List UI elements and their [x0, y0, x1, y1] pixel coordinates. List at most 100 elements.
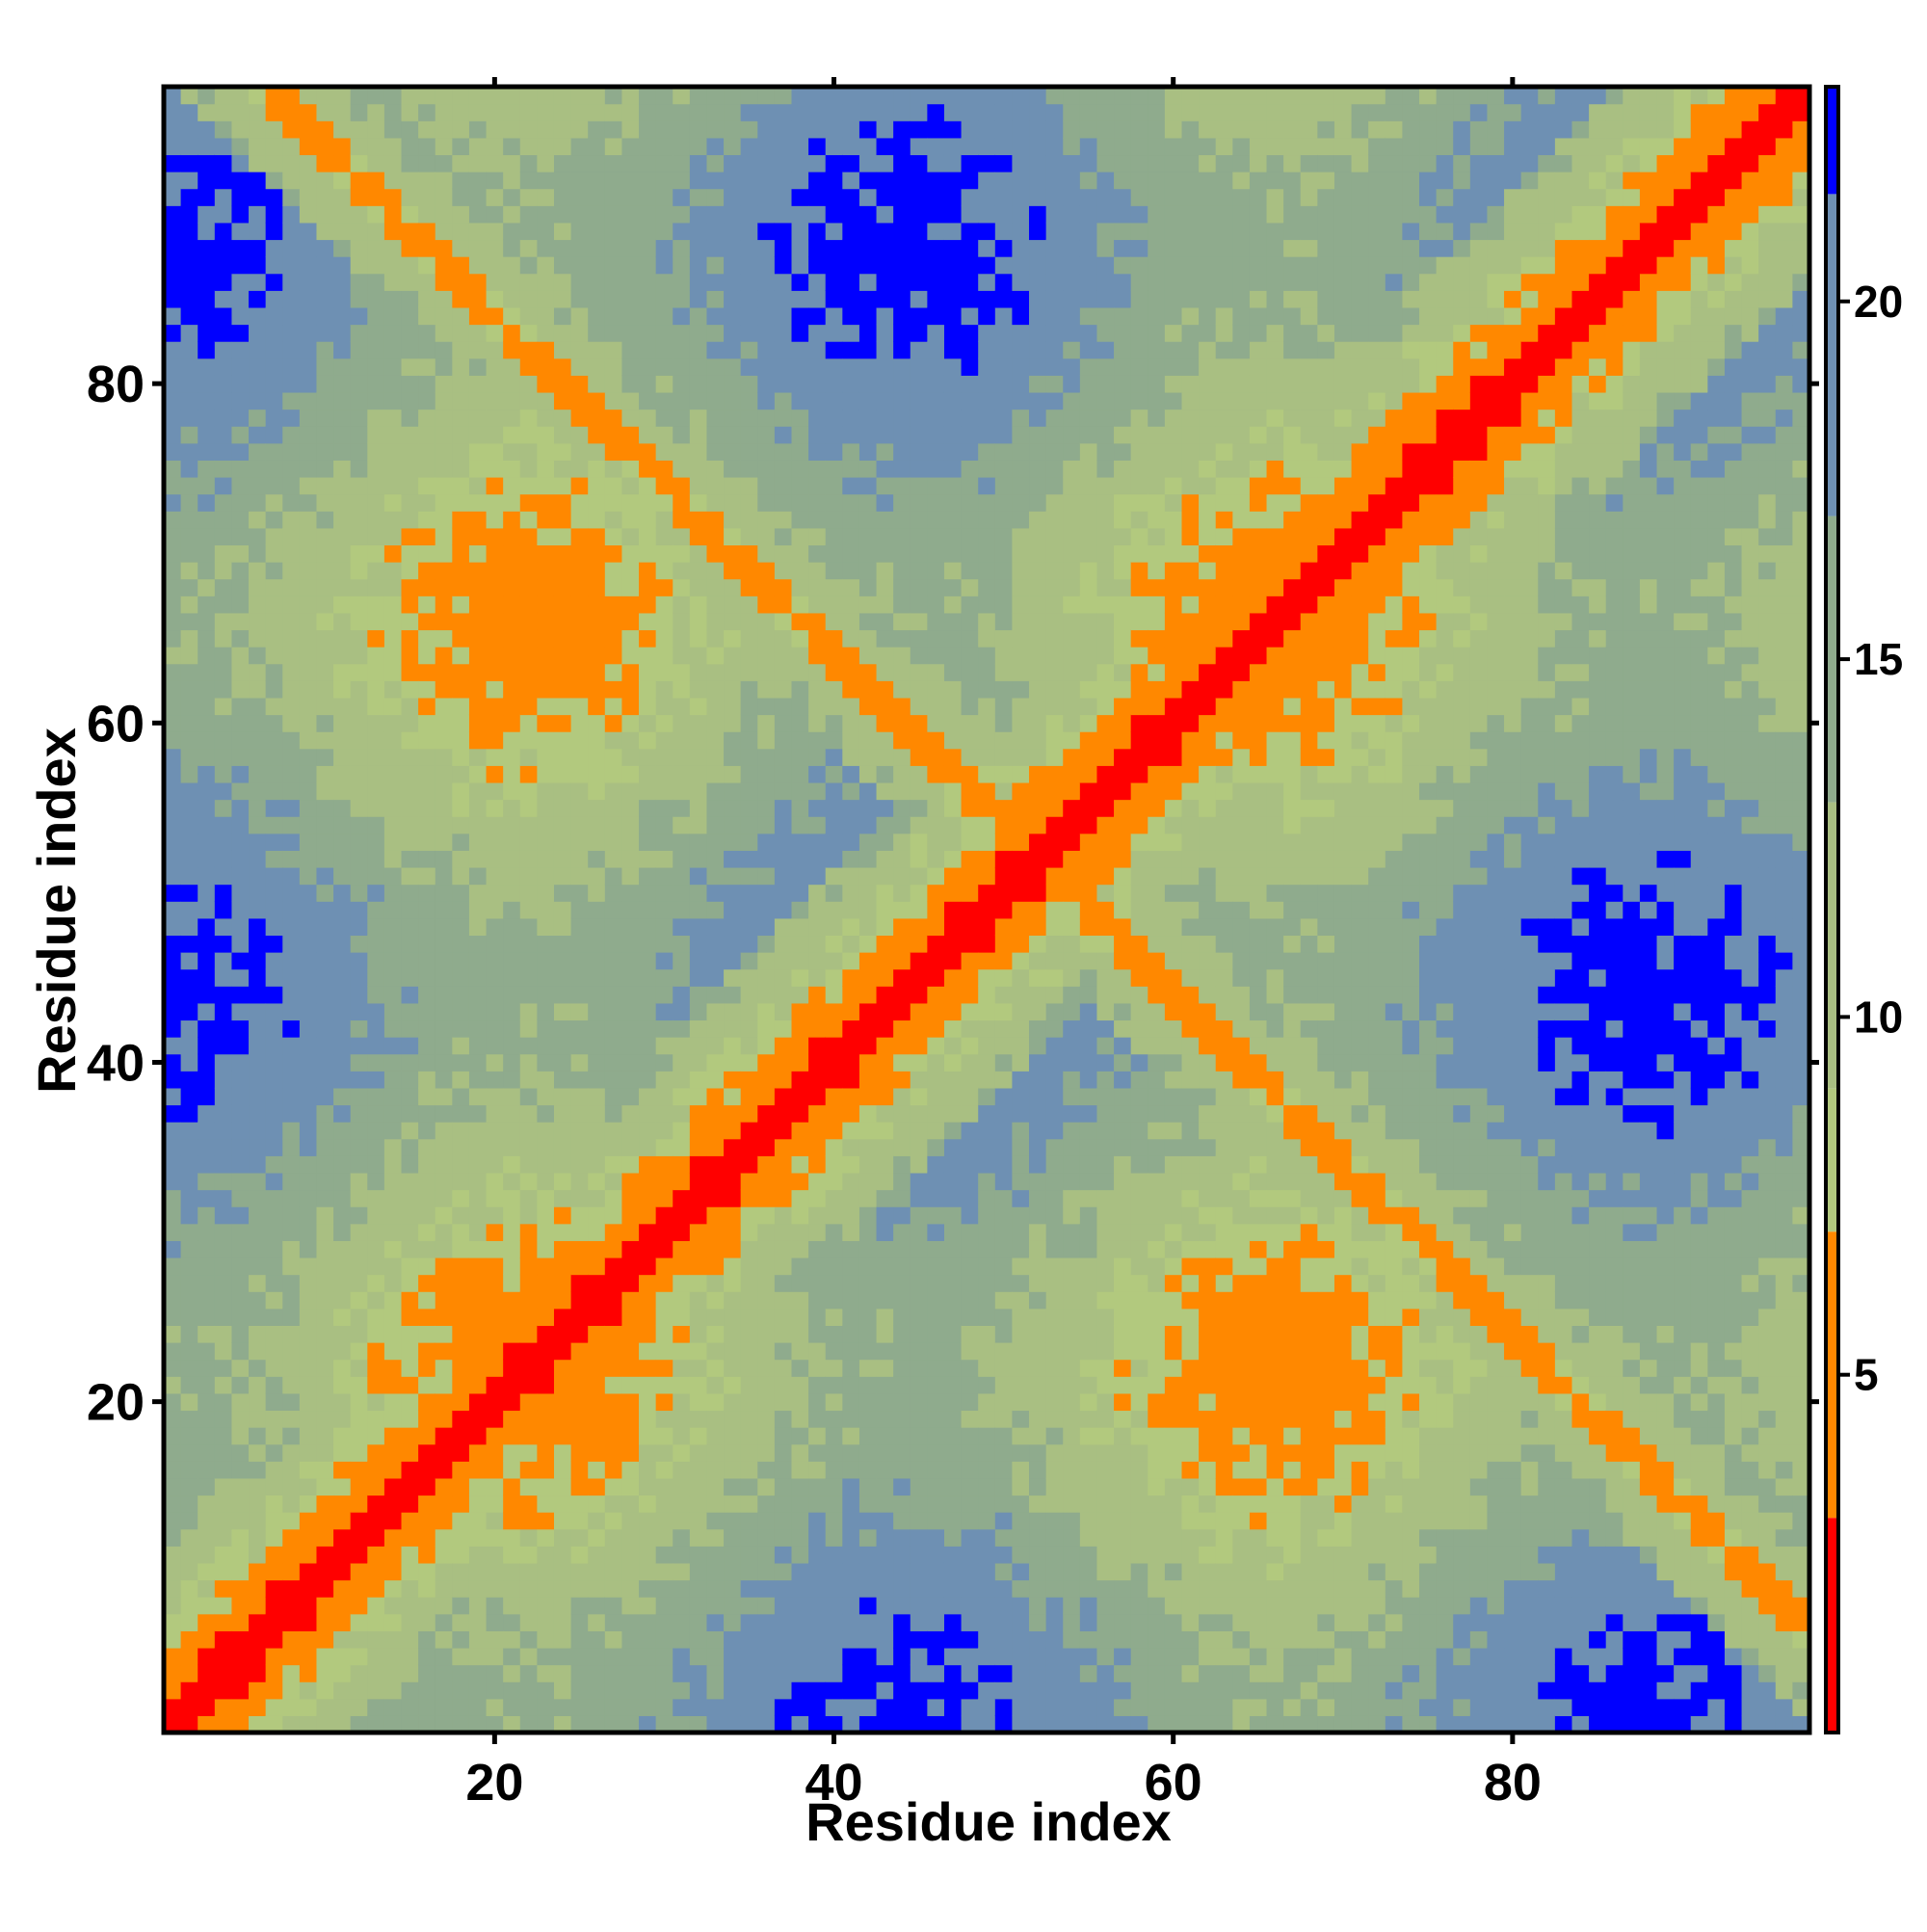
- heatmap-cell: [639, 1138, 657, 1156]
- heatmap-cell: [198, 1477, 216, 1496]
- heatmap-cell: [588, 1443, 606, 1462]
- heatmap-cell: [588, 544, 606, 563]
- heatmap-cell: [537, 1342, 555, 1361]
- heatmap-cell: [808, 442, 827, 461]
- heatmap-cell: [333, 1325, 352, 1343]
- heatmap-cell: [198, 172, 216, 190]
- heatmap-cell: [943, 1155, 963, 1174]
- heatmap-cell: [418, 680, 436, 699]
- heatmap-cell: [249, 188, 267, 206]
- heatmap-cell: [1029, 1546, 1047, 1564]
- heatmap-cell: [994, 1053, 1014, 1072]
- heatmap-cell: [180, 884, 198, 902]
- heatmap-cell: [282, 562, 301, 580]
- heatmap-cell: [588, 273, 606, 291]
- heatmap-cell: [927, 647, 945, 665]
- heatmap-cell: [808, 1189, 827, 1207]
- heatmap-cell: [180, 986, 198, 1004]
- heatmap-cell: [282, 629, 301, 648]
- heatmap-cell: [350, 1172, 368, 1191]
- heatmap-cell: [757, 1562, 776, 1581]
- heatmap-cell: [774, 816, 793, 834]
- heatmap-cell: [961, 511, 979, 529]
- heatmap-cell: [791, 239, 809, 257]
- heatmap-cell: [1029, 952, 1047, 970]
- heatmap-cell: [198, 663, 216, 681]
- heatmap-cell: [588, 680, 606, 699]
- heatmap-cell: [876, 731, 894, 750]
- heatmap-cell: [367, 409, 385, 427]
- heatmap-cell: [621, 442, 640, 461]
- heatmap-cell: [198, 1189, 216, 1207]
- heatmap-cell: [486, 1274, 504, 1292]
- heatmap-cell: [570, 1342, 589, 1361]
- heatmap-cell: [994, 1019, 1014, 1038]
- heatmap-cell: [943, 357, 963, 376]
- heatmap-cell: [825, 578, 843, 596]
- heatmap-cell: [537, 341, 555, 359]
- heatmap-cell: [519, 1546, 538, 1564]
- heatmap-cell: [198, 1138, 216, 1156]
- heatmap-cell: [639, 409, 657, 427]
- heatmap-cell: [943, 188, 963, 206]
- heatmap-cell: [757, 562, 776, 580]
- heatmap-cell: [706, 1240, 725, 1258]
- heatmap-cell: [604, 1002, 623, 1021]
- heatmap-cell: [1012, 697, 1030, 716]
- heatmap-cell: [282, 1546, 301, 1564]
- heatmap-cell: [164, 1528, 182, 1547]
- heatmap-cell: [588, 442, 606, 461]
- heatmap-cell: [604, 306, 623, 326]
- heatmap-cell: [791, 850, 809, 868]
- heatmap-cell: [791, 544, 809, 563]
- heatmap-cell: [825, 1698, 843, 1716]
- heatmap-cell: [486, 986, 504, 1004]
- heatmap-cell: [383, 1342, 403, 1361]
- heatmap-cell: [214, 476, 233, 495]
- heatmap-cell: [808, 1579, 827, 1598]
- heatmap-cell: [452, 1104, 470, 1123]
- heatmap-cell: [503, 460, 521, 478]
- heatmap-cell: [893, 1495, 911, 1513]
- heatmap-cell: [282, 731, 301, 750]
- heatmap-cell: [231, 1461, 250, 1479]
- heatmap-cell: [673, 1053, 691, 1072]
- heatmap-cell: [893, 1461, 911, 1479]
- heatmap-cell: [333, 103, 352, 121]
- heatmap-cell: [961, 1087, 979, 1106]
- heatmap-cell: [655, 680, 673, 699]
- heatmap-cell: [961, 1528, 979, 1547]
- heatmap-cell: [316, 1376, 334, 1394]
- heatmap-cell: [249, 1546, 267, 1564]
- heatmap-cell: [961, 324, 979, 342]
- heatmap-cell: [249, 816, 267, 834]
- heatmap-cell: [231, 391, 250, 410]
- heatmap-cell: [282, 1630, 301, 1649]
- heatmap-cell: [961, 476, 979, 495]
- heatmap-cell: [316, 239, 334, 257]
- heatmap-cell: [519, 493, 538, 512]
- heatmap-cell: [537, 1630, 555, 1649]
- heatmap-cell: [655, 103, 673, 121]
- heatmap-cell: [164, 1104, 182, 1123]
- heatmap-cell: [198, 935, 216, 953]
- heatmap-cell: [265, 1138, 283, 1156]
- heatmap-cell: [655, 1630, 673, 1649]
- heatmap-cell: [367, 137, 385, 156]
- heatmap-cell: [774, 917, 793, 937]
- heatmap-cell: [1029, 1427, 1047, 1445]
- heatmap-cell: [655, 1715, 673, 1734]
- heatmap-cell: [570, 748, 589, 766]
- heatmap-cell: [435, 917, 453, 937]
- heatmap-cell: [367, 527, 385, 546]
- heatmap-cell: [1029, 1087, 1047, 1106]
- heatmap-cell: [689, 595, 708, 614]
- heatmap-cell: [265, 578, 283, 596]
- heatmap-cell: [639, 154, 657, 172]
- heatmap-cell: [604, 103, 623, 121]
- heatmap-cell: [858, 866, 878, 886]
- heatmap-cell: [383, 1257, 403, 1276]
- heatmap-cell: [876, 612, 894, 631]
- heatmap-cell: [519, 1172, 538, 1191]
- heatmap-cell: [673, 612, 691, 631]
